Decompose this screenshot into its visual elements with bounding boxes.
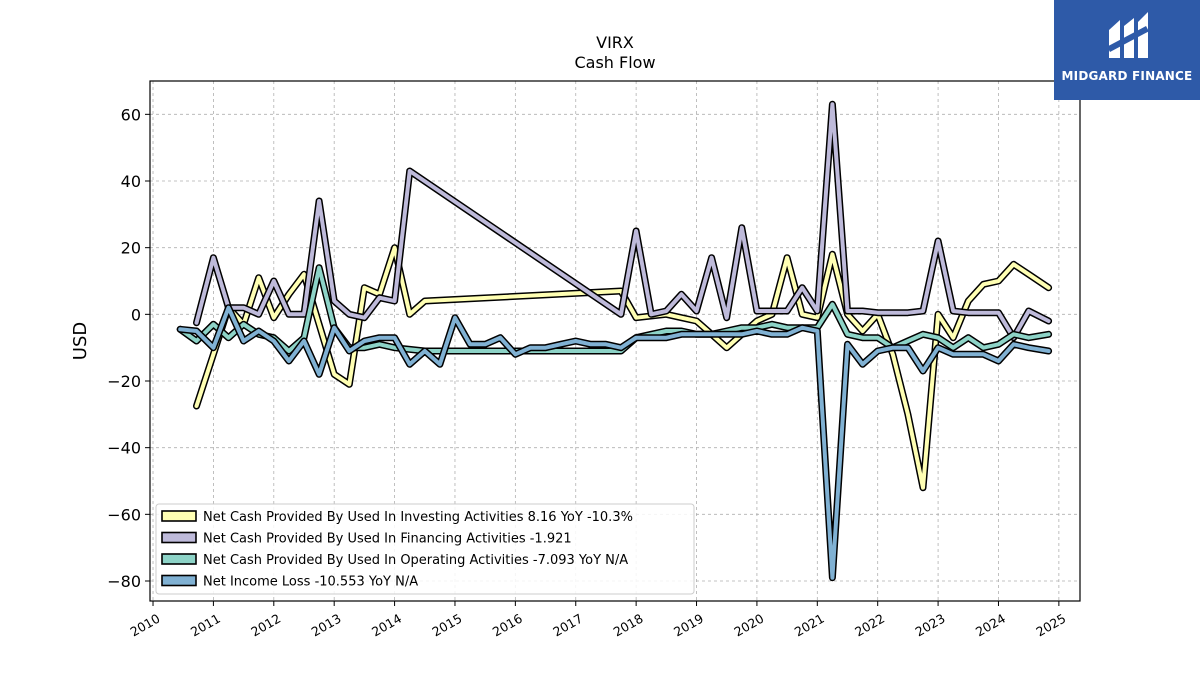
chart-title: VIRX	[596, 33, 634, 52]
x-tick-label: 2015	[429, 611, 464, 640]
plot-frame	[149, 80, 1081, 602]
x-tick-label: 2024	[973, 611, 1008, 640]
y-tick-label: −80	[107, 572, 141, 591]
x-ticks: 2010 2011 2012 2013 2014 2015 2016 2017 2018 2019…	[127, 601, 1068, 640]
logo-text: MIDGARD FINANCE	[1061, 69, 1193, 83]
series-layer	[176, 100, 1053, 582]
x-tick-label: 2012	[248, 611, 283, 640]
x-tick-label: 2023	[913, 611, 948, 640]
y-tick-label: 0	[131, 305, 141, 324]
x-tick-label: 2021	[792, 611, 827, 640]
series-line-1	[194, 102, 1051, 340]
logo: MIDGARD FINANCE	[1054, 0, 1200, 100]
legend-box	[155, 503, 695, 595]
y-axis-label: USD	[70, 322, 91, 360]
legend-label-2: Net Cash Provided By Used In Operating A…	[203, 553, 628, 568]
legend-label-0: Net Cash Provided By Used In Investing A…	[203, 510, 633, 525]
legend-swatch-2	[161, 553, 197, 565]
legend-label-1: Net Cash Provided By Used In Financing A…	[203, 532, 572, 547]
series-line-3	[178, 305, 1051, 580]
y-tick-label: −20	[107, 372, 141, 391]
x-tick-label: 2016	[490, 611, 525, 640]
x-tick-label: 2022	[852, 611, 887, 640]
legend-swatch-0	[161, 510, 197, 522]
y-ticks: 60 40 20 0 −20 −40 −60 −80	[107, 105, 150, 591]
x-tick-label: 2020	[731, 611, 766, 640]
chart-subtitle: Cash Flow	[574, 53, 655, 72]
x-tick-label: 2025	[1033, 611, 1068, 640]
y-tick-label: 40	[121, 172, 141, 191]
x-tick-label: 2013	[309, 611, 344, 640]
y-tick-label: 60	[121, 105, 141, 124]
y-tick-label: 20	[121, 239, 141, 258]
x-tick-label: 2017	[550, 611, 585, 640]
logo-mark-icon	[1107, 12, 1149, 58]
y-tick-label: −60	[107, 505, 141, 524]
legend-swatch-3	[161, 574, 197, 587]
y-tick-label: −40	[107, 439, 141, 458]
legend-swatch-1	[161, 531, 197, 544]
x-tick-label: 2019	[671, 611, 706, 640]
x-tick-label: 2018	[611, 611, 646, 640]
x-tick-label: 2011	[188, 611, 223, 640]
x-tick-label: 2010	[127, 611, 162, 640]
legend-label-3: Net Income Loss -10.553 YoY N/A	[203, 575, 418, 590]
legend: Net Cash Provided By Used In Investing A…	[155, 503, 695, 595]
x-tick-label: 2014	[369, 611, 404, 640]
